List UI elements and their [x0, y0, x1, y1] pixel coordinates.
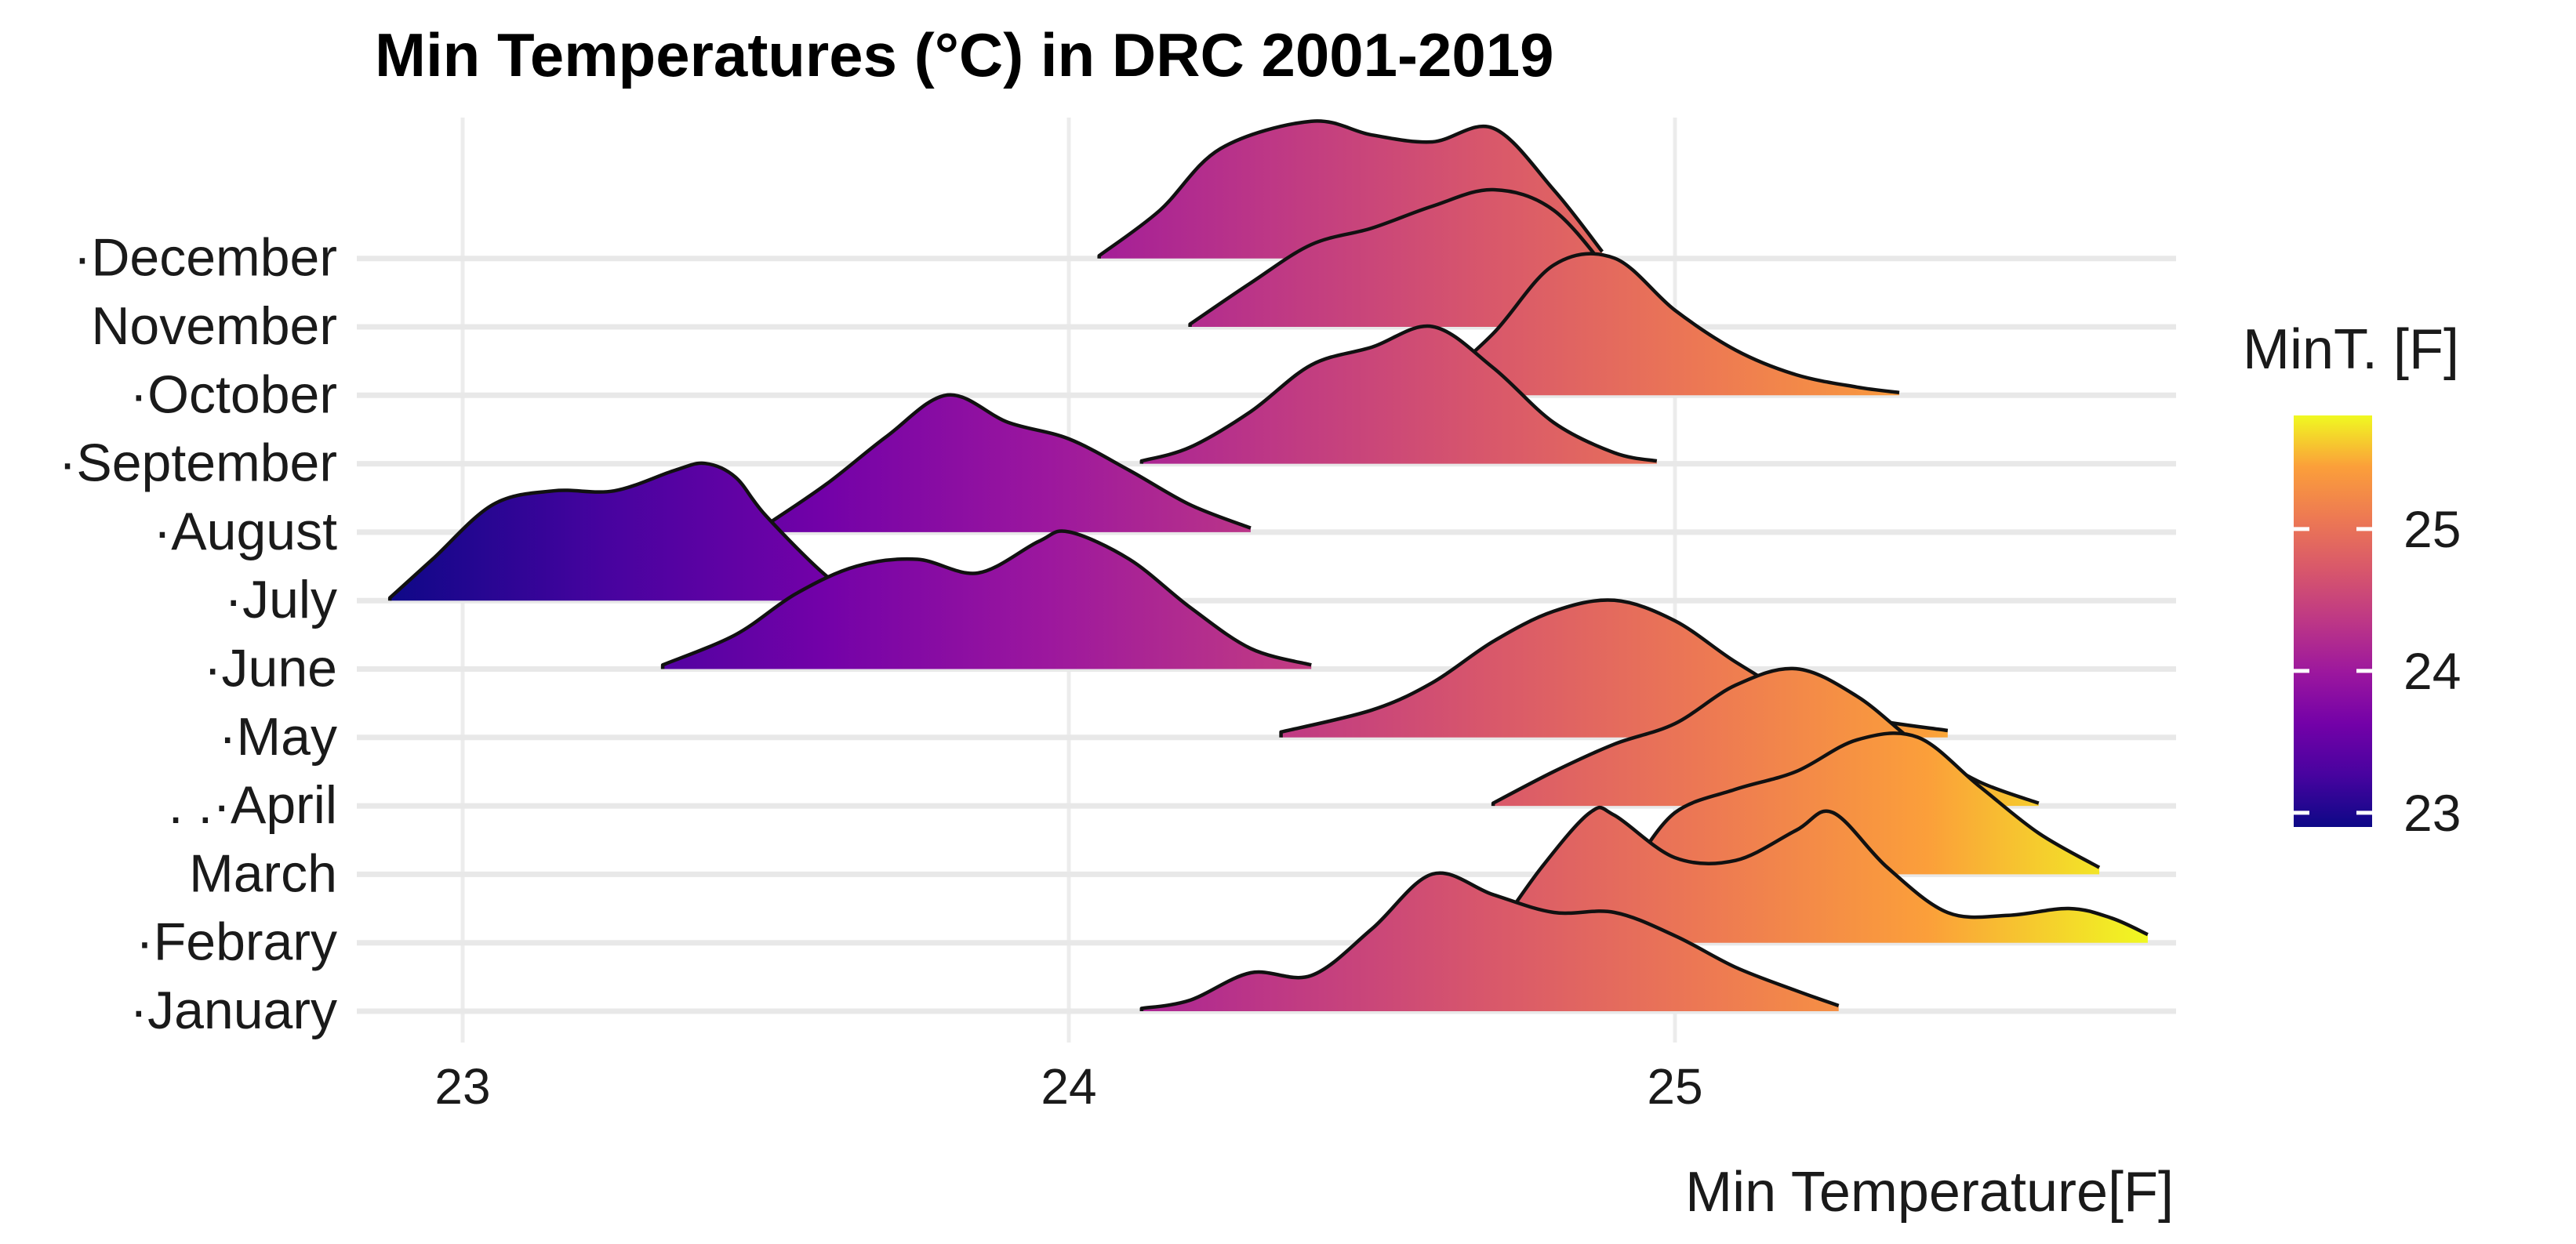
legend-tick-label: 23 [2403, 784, 2461, 842]
y-label-febrary: ·Febrary [136, 912, 337, 972]
y-label-june: ·June [204, 639, 337, 698]
y-label-april: . .·April [169, 775, 337, 835]
x-axis-ticks: 23 24 25 [434, 1058, 1702, 1115]
y-label-march: March [189, 843, 337, 903]
y-label-october: ·October [129, 364, 337, 424]
ridges [387, 119, 2149, 1011]
x-tick-label: 24 [1041, 1058, 1096, 1115]
ridge-fill-october [1432, 253, 1899, 396]
color-legend: MinT. [F] 23 24 25 [2243, 318, 2461, 842]
legend-title: MinT. [F] [2243, 318, 2459, 381]
x-tick-label: 25 [1647, 1058, 1702, 1115]
ridge-line-july [387, 461, 864, 601]
legend-tick-label: 24 [2403, 642, 2461, 700]
x-axis-label: Min Temperature[F] [1685, 1161, 2174, 1224]
y-label-may: ·May [219, 707, 337, 767]
y-label-november: November [91, 296, 337, 356]
ridge-line-september [1139, 324, 1658, 464]
ridge-line-august [764, 393, 1252, 532]
ridge-fill-august [765, 394, 1251, 532]
y-label-december: ·December [74, 228, 337, 288]
y-label-january: ·January [129, 981, 337, 1040]
ridge-line-june [660, 529, 1312, 669]
ridge-line-november [1188, 187, 1647, 327]
y-axis-labels: ·January ·Febrary March . .·April ·May ·June ·… [59, 228, 337, 1040]
ridge-line-december [1097, 119, 1604, 259]
y-label-august: ·August [154, 502, 337, 561]
ridge-fill-january [1141, 872, 1839, 1011]
legend-ticks: 23 24 25 [2294, 500, 2461, 842]
ridge-line-october [1430, 252, 1900, 396]
y-label-july: ·July [224, 570, 337, 629]
legend-tick-label: 25 [2403, 500, 2461, 558]
x-tick-label: 23 [434, 1058, 490, 1115]
ridge-fill-june [663, 531, 1312, 669]
ridge-line-january [1139, 871, 1840, 1011]
ridge-fill-march [1632, 733, 2100, 875]
ridge-fill-febrary [1493, 807, 2148, 943]
ridge-line-febrary [1491, 805, 2149, 943]
ridge-line-march [1630, 731, 2101, 875]
ridge-fill-september [1141, 326, 1657, 464]
ridge-fill-july [390, 462, 863, 601]
legend-colorbar [2294, 415, 2372, 827]
chart-title: Min Temperatures (°C) in DRC 2001-2019 [375, 20, 1554, 89]
y-label-september: ·September [59, 433, 337, 493]
